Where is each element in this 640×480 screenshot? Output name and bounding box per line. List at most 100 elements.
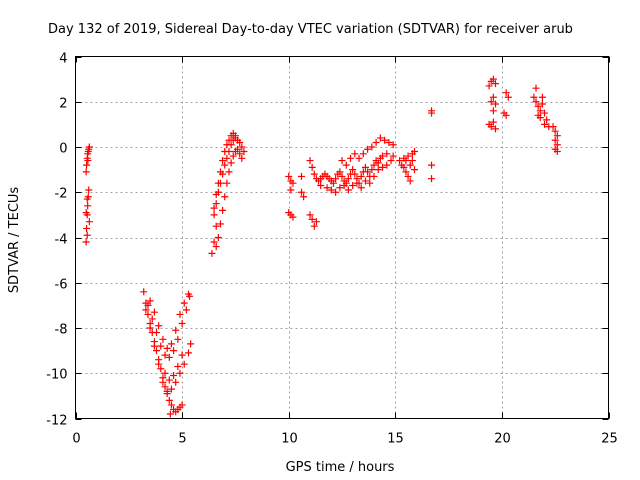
data-point bbox=[538, 100, 546, 108]
data-point bbox=[428, 175, 436, 183]
data-point bbox=[372, 138, 380, 146]
chart-title: Day 132 of 2019, Sidereal Day-to-day VTE… bbox=[48, 22, 573, 37]
data-point bbox=[83, 224, 91, 232]
data-point bbox=[489, 75, 497, 83]
data-point bbox=[221, 161, 229, 169]
data-point bbox=[364, 168, 372, 176]
data-point bbox=[170, 347, 178, 355]
x-tick-label: 5 bbox=[178, 432, 186, 447]
data-point bbox=[381, 136, 389, 144]
grid-lines bbox=[75, 56, 609, 419]
data-point bbox=[165, 396, 173, 404]
data-point bbox=[553, 148, 561, 156]
data-point bbox=[83, 161, 91, 169]
data-point bbox=[396, 157, 404, 165]
data-point bbox=[176, 369, 184, 377]
data-point bbox=[487, 123, 495, 131]
data-point bbox=[541, 109, 549, 117]
data-point bbox=[306, 211, 314, 219]
data-point bbox=[84, 202, 92, 210]
data-point bbox=[300, 193, 308, 201]
data-point bbox=[163, 344, 171, 352]
data-point bbox=[370, 161, 378, 169]
data-point bbox=[174, 362, 182, 370]
data-point bbox=[210, 238, 218, 246]
data-point bbox=[374, 166, 382, 174]
data-point bbox=[543, 116, 551, 124]
data-point bbox=[289, 213, 297, 221]
data-point bbox=[379, 163, 387, 171]
data-point bbox=[144, 301, 152, 309]
data-point bbox=[240, 148, 248, 156]
data-point bbox=[329, 179, 337, 187]
data-point bbox=[355, 154, 363, 162]
data-point bbox=[221, 193, 229, 201]
data-point bbox=[216, 220, 224, 228]
y-tick-label: -8 bbox=[55, 323, 68, 338]
data-point bbox=[157, 342, 165, 350]
data-point bbox=[82, 209, 90, 217]
data-point bbox=[223, 141, 231, 149]
data-point bbox=[140, 288, 148, 296]
data-point bbox=[327, 186, 335, 194]
data-point bbox=[214, 179, 222, 187]
data-point bbox=[340, 181, 348, 189]
data-point bbox=[210, 211, 218, 219]
data-point bbox=[225, 168, 233, 176]
data-point bbox=[146, 324, 154, 332]
data-point bbox=[532, 84, 540, 92]
data-point bbox=[487, 98, 495, 106]
data-point bbox=[332, 188, 340, 196]
y-tick-label: -4 bbox=[55, 233, 68, 248]
data-point bbox=[297, 172, 305, 180]
data-point bbox=[489, 118, 497, 126]
data-point bbox=[323, 184, 331, 192]
data-point bbox=[402, 157, 410, 165]
data-point bbox=[187, 340, 195, 348]
data-point bbox=[214, 234, 222, 241]
data-point bbox=[344, 175, 352, 183]
data-point bbox=[174, 335, 182, 343]
data-point bbox=[357, 172, 365, 180]
data-point bbox=[406, 161, 414, 169]
data-point bbox=[400, 163, 408, 171]
data-point bbox=[83, 231, 91, 239]
data-point bbox=[144, 310, 152, 318]
x-axis: 0 5 10 15 20 25 bbox=[72, 56, 618, 447]
y-tick-label: 2 bbox=[59, 97, 67, 112]
data-point bbox=[402, 168, 410, 176]
y-tick-label: 4 bbox=[59, 52, 67, 67]
data-point bbox=[150, 342, 158, 350]
data-point bbox=[172, 378, 180, 386]
data-point bbox=[166, 410, 174, 418]
data-point bbox=[368, 143, 376, 151]
data-point bbox=[347, 154, 355, 162]
data-point bbox=[285, 172, 293, 180]
data-point bbox=[178, 401, 186, 409]
data-point bbox=[361, 163, 369, 171]
data-point bbox=[342, 161, 350, 169]
data-point bbox=[312, 218, 320, 226]
data-point bbox=[161, 383, 169, 391]
data-point bbox=[163, 387, 171, 395]
data-point bbox=[428, 109, 436, 117]
data-point bbox=[225, 136, 233, 144]
data-point bbox=[404, 152, 412, 160]
data-point bbox=[553, 141, 561, 149]
data-point bbox=[167, 401, 175, 409]
data-point bbox=[287, 186, 295, 194]
data-point bbox=[172, 326, 180, 334]
data-point bbox=[180, 299, 188, 307]
data-point bbox=[85, 186, 93, 194]
data-point bbox=[410, 148, 418, 156]
data-point bbox=[406, 177, 414, 185]
data-point bbox=[389, 152, 397, 160]
x-tick-label: 25 bbox=[601, 432, 618, 447]
data-point bbox=[492, 125, 500, 133]
data-point bbox=[223, 154, 231, 162]
data-point bbox=[306, 157, 314, 165]
data-point bbox=[234, 145, 242, 153]
data-point bbox=[231, 132, 239, 140]
data-point bbox=[155, 322, 163, 330]
data-point bbox=[534, 102, 542, 110]
